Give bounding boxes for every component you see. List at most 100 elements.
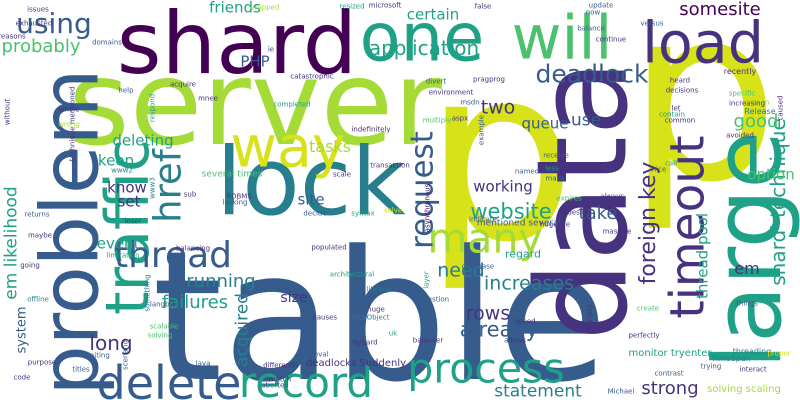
word: example bbox=[479, 115, 486, 145]
word: allows bbox=[504, 338, 526, 345]
word: divert bbox=[426, 79, 446, 86]
word: make bbox=[545, 176, 564, 183]
word: database bbox=[462, 264, 494, 271]
word: avoided bbox=[726, 133, 754, 140]
word: ie bbox=[268, 47, 274, 54]
word: probably bbox=[2, 38, 81, 56]
word: whole bbox=[59, 107, 80, 114]
word: deleting bbox=[112, 134, 173, 149]
word: system bbox=[16, 307, 29, 354]
word: decide bbox=[303, 211, 326, 218]
word: false bbox=[475, 4, 492, 11]
word: reasons bbox=[0, 34, 26, 41]
word: size bbox=[280, 291, 307, 305]
word: somesite bbox=[679, 1, 761, 19]
word: aborted bbox=[261, 383, 288, 390]
word: always bbox=[600, 194, 624, 201]
word: titles bbox=[72, 367, 89, 374]
word: queue bbox=[522, 117, 569, 132]
word: locking bbox=[223, 200, 248, 207]
word: site bbox=[297, 193, 324, 208]
word: purpose bbox=[28, 360, 56, 367]
word: option bbox=[747, 168, 794, 183]
word: wrapped bbox=[249, 5, 280, 12]
word: exhausted bbox=[16, 21, 53, 28]
word: maybe bbox=[28, 233, 52, 240]
word: set bbox=[118, 195, 141, 210]
word: recently bbox=[724, 68, 757, 76]
word: help bbox=[118, 88, 133, 95]
word: increasing bbox=[729, 101, 765, 108]
word: call bbox=[665, 161, 677, 168]
word: syntax bbox=[351, 211, 374, 218]
word: thread pool bbox=[696, 213, 711, 299]
word: scenario bbox=[123, 340, 130, 370]
word: scalable bbox=[150, 324, 179, 331]
word: speed bbox=[514, 319, 535, 326]
word: Michael bbox=[608, 389, 635, 396]
word: application bbox=[369, 38, 479, 58]
word: tasks bbox=[309, 139, 351, 155]
word: completed bbox=[273, 102, 310, 109]
word: named bbox=[515, 169, 539, 176]
word: decisions bbox=[666, 88, 699, 95]
word: langblog bbox=[150, 302, 180, 309]
word: resized bbox=[339, 4, 364, 11]
word: solving bbox=[148, 333, 173, 340]
word: em bbox=[734, 261, 759, 277]
word: continue bbox=[596, 37, 626, 44]
word: certain bbox=[407, 8, 459, 23]
word: update bbox=[589, 3, 614, 10]
word: retrieval bbox=[299, 352, 328, 359]
word: multiple bbox=[423, 118, 452, 125]
word: something bbox=[145, 274, 152, 311]
word: www2 bbox=[111, 168, 133, 175]
word: Java bbox=[196, 361, 211, 368]
word: heard bbox=[670, 78, 690, 85]
word: specific bbox=[729, 91, 755, 98]
word: Release bbox=[744, 108, 775, 116]
word: acquire bbox=[170, 82, 196, 89]
word: without bbox=[5, 99, 12, 125]
word: mnee bbox=[198, 96, 218, 103]
word: populated bbox=[311, 245, 346, 252]
word: interact bbox=[739, 367, 766, 374]
word: loser bbox=[124, 219, 141, 226]
word: contrast bbox=[655, 371, 684, 378]
word: microsoft bbox=[369, 3, 402, 10]
word: Nygard bbox=[352, 340, 377, 347]
word: receive bbox=[543, 153, 569, 160]
word: proper bbox=[767, 351, 790, 358]
word: deadlocks Suddenly bbox=[306, 359, 406, 369]
word: match bbox=[269, 377, 291, 384]
word: shard' technique bbox=[768, 118, 788, 286]
word: lockObject bbox=[353, 315, 390, 322]
word: expires bbox=[556, 196, 581, 203]
word: asynchronous bbox=[425, 184, 432, 233]
word: things bbox=[736, 301, 758, 308]
word: solve bbox=[384, 208, 402, 215]
word: PHP bbox=[240, 55, 269, 70]
word: pragprog bbox=[473, 77, 505, 84]
word: monitor tryenter bbox=[629, 349, 712, 359]
word: RDBMS bbox=[226, 194, 252, 201]
word: domains bbox=[92, 40, 122, 47]
word: going bbox=[20, 263, 40, 270]
word: library bbox=[367, 287, 390, 294]
word: sub bbox=[184, 192, 197, 199]
word: less bbox=[545, 166, 559, 173]
word: create bbox=[637, 306, 659, 313]
word: balancer bbox=[413, 338, 443, 345]
word: solving scaling bbox=[707, 385, 781, 395]
word: foreign key bbox=[638, 162, 660, 285]
word: massive bbox=[603, 229, 632, 236]
word: common bbox=[665, 118, 696, 125]
word: acquired bbox=[235, 293, 252, 367]
word: now bbox=[586, 10, 600, 17]
word: layer bbox=[424, 271, 431, 289]
word: versus bbox=[640, 21, 663, 28]
word: several times bbox=[202, 171, 263, 180]
word: trying bbox=[701, 364, 722, 371]
word: transaction bbox=[370, 163, 410, 170]
